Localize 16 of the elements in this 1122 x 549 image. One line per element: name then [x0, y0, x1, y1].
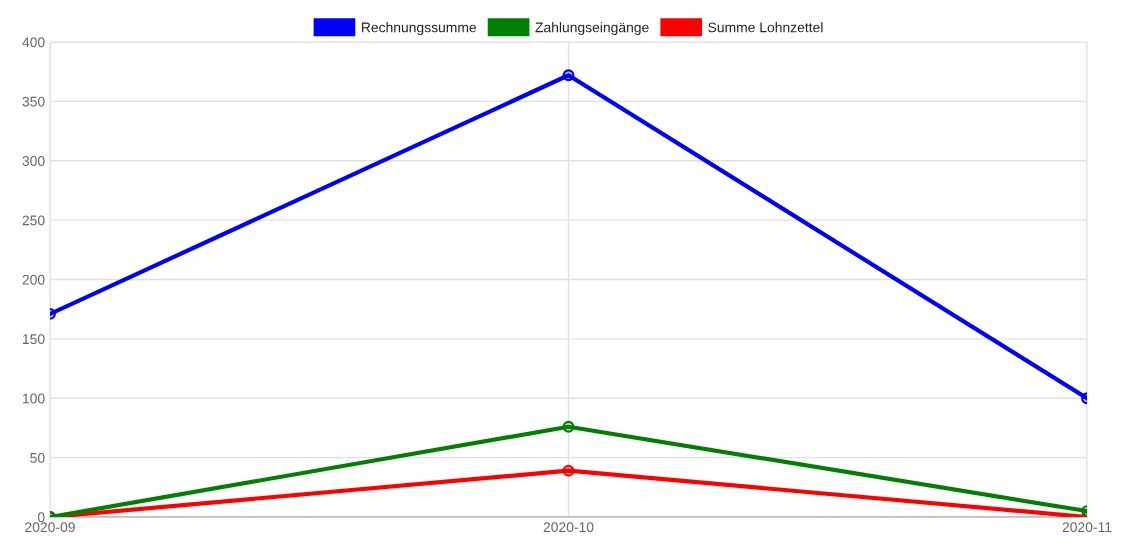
legend-label: Summe Lohnzettel — [708, 22, 823, 33]
x-tick-label: 2020-10 — [543, 522, 594, 533]
legend-label: Rechnungssumme — [361, 22, 477, 36]
y-tick-label: 150 — [23, 334, 45, 345]
y-tick-label: 400 — [22, 37, 45, 48]
y-tick-label: 0 — [37, 512, 45, 523]
point — [562, 464, 575, 477]
y-tick-label: 200 — [22, 274, 45, 285]
y-tick-label: 100 — [23, 393, 45, 404]
y-tick-label: 50 — [30, 452, 45, 463]
y-tick-label: 350 — [22, 96, 45, 107]
legend-label: Zahlungseingänge — [535, 22, 649, 36]
y-tick-label: 300 — [22, 156, 45, 166]
x-tick-label: 2020-09 — [25, 522, 75, 533]
y-tick-label: 250 — [22, 215, 45, 226]
x-tick-label: 2020-11 — [1062, 522, 1112, 533]
